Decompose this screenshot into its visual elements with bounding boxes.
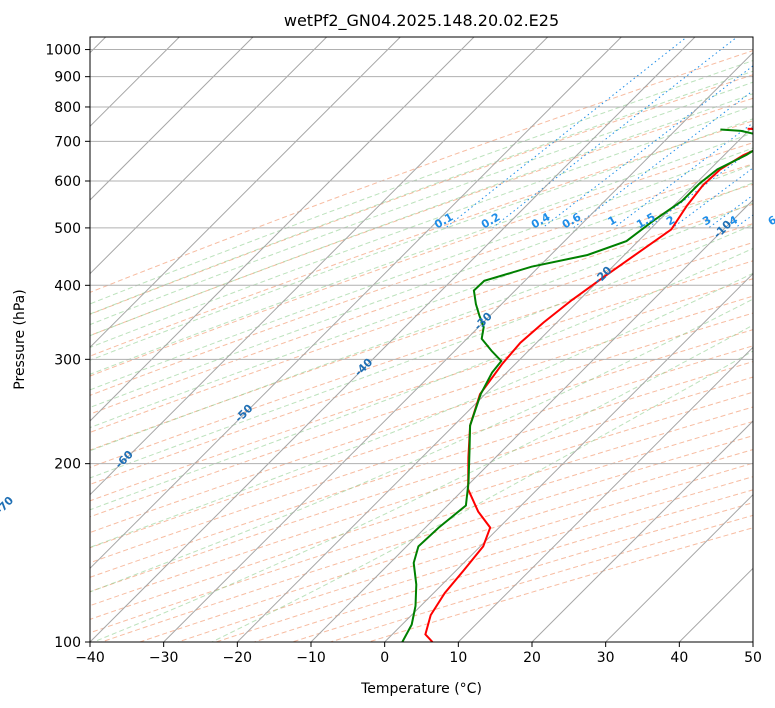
y-tick-label: 800 [54, 100, 81, 116]
isotherm-line [236, 125, 753, 642]
x-tick-label: −40 [75, 650, 105, 666]
dry-adiabat [90, 345, 753, 564]
dry-adiabat [90, 295, 753, 518]
dry-adiabat [90, 391, 753, 607]
isotherm-line [90, 37, 696, 642]
isotherm-label: -70 [0, 494, 16, 517]
dry-adiabat [90, 183, 753, 415]
x-tick-label: 0 [380, 650, 389, 666]
y-tick-label: 200 [54, 457, 81, 473]
axes: −40 −30 −20 −10 0 10 20 30 40 50 1000 900 800 700 600 5… [45, 43, 762, 666]
y-tick-label: 300 [54, 352, 81, 368]
moist-adiabat [90, 272, 753, 548]
plot-area [90, 37, 753, 642]
dry-adiabat [90, 97, 753, 337]
x-tick-label: 50 [744, 650, 762, 666]
y-tick-label: 100 [54, 635, 81, 651]
isotherm-line [752, 641, 753, 642]
dewpoint-profile [401, 128, 753, 642]
mixing-ratio-label: 6 [766, 213, 775, 228]
moist-adiabat [90, 298, 753, 593]
isotherm-line [163, 51, 753, 642]
isotherm-line [531, 420, 753, 642]
mixing-ratio-line [492, 37, 738, 229]
dry-adiabat [90, 376, 753, 593]
y-tick-label: 900 [54, 70, 81, 86]
moist-adiabat [90, 182, 753, 429]
y-tick-label: 1000 [45, 43, 81, 59]
isotherm-line [457, 346, 753, 642]
dry-adiabat [90, 420, 753, 634]
chart-title: wetPf2_GN04.2025.148.20.02.E25 [284, 11, 559, 31]
x-tick-label: 10 [449, 650, 467, 666]
isotherm-line [90, 37, 254, 201]
moist-adiabat [90, 147, 753, 391]
y-tick-label: 600 [54, 174, 81, 190]
dry-adiabat [90, 278, 753, 502]
y-tick-label: 400 [54, 278, 81, 294]
x-tick-label: 30 [597, 650, 615, 666]
x-axis-label: Temperature (°C) [360, 681, 482, 697]
moist-adiabat [90, 202, 753, 452]
moist-adiabat [90, 60, 753, 305]
moist-adiabat [210, 350, 753, 642]
dry-adiabat [90, 223, 753, 451]
moist-adiabat [90, 132, 753, 375]
background-lines [90, 37, 753, 642]
y-tick-label: 500 [54, 221, 81, 237]
mixing-ratio-line [542, 65, 753, 229]
mixing-ratio-line [647, 148, 753, 229]
isotherm-line [90, 37, 328, 275]
dry-adiabat [100, 435, 753, 642]
moist-adiabat [90, 81, 753, 326]
isotherm-line [90, 37, 622, 570]
moist-adiabat [90, 105, 753, 349]
isotherm-line [605, 493, 753, 642]
temperature-profile [424, 127, 753, 642]
dry-adiabat [138, 449, 753, 642]
x-tick-label: −30 [149, 650, 179, 666]
isotherm-line [90, 37, 549, 496]
dry-adiabat [90, 361, 753, 578]
x-tick-label: 20 [523, 650, 541, 666]
x-tick-label: −20 [223, 650, 253, 666]
isotherm-line [90, 37, 475, 422]
isotherm-line [310, 199, 753, 642]
plot-frame [89, 36, 754, 643]
mixing-ratio-line [445, 37, 688, 229]
x-tick-label: 40 [670, 650, 688, 666]
moist-adiabat [90, 164, 753, 408]
y-axis-label: Pressure (hPa) [12, 289, 28, 389]
dry-adiabat [90, 406, 753, 620]
profile-lines [401, 127, 753, 642]
mixing-ratio-line [572, 90, 753, 229]
moist-adiabat [90, 93, 753, 337]
dry-adiabat [90, 241, 753, 468]
dry-adiabat [90, 163, 753, 396]
x-tick-label: −10 [296, 650, 326, 666]
y-tick-label: 700 [54, 134, 81, 150]
isotherm-line [90, 37, 401, 349]
